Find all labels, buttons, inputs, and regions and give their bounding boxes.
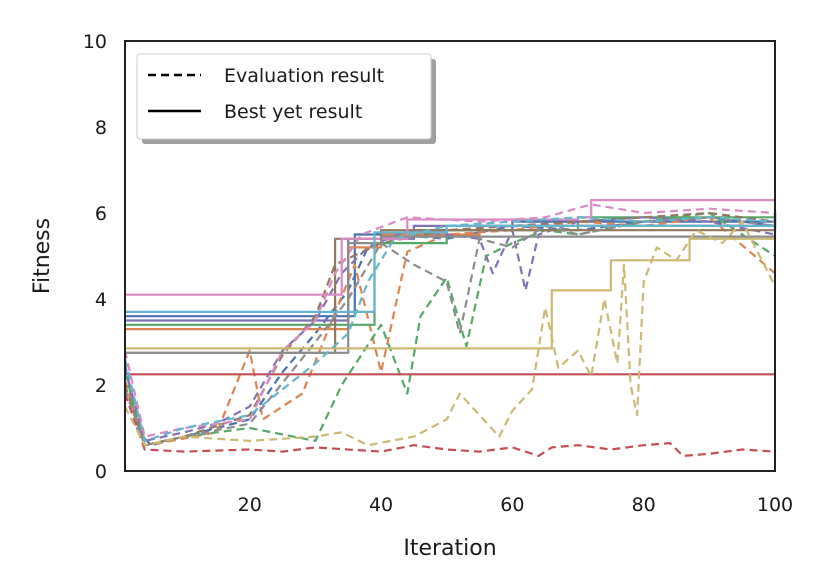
legend-evaluation-label: Evaluation result (224, 65, 384, 87)
x-axis-label: Iteration (403, 536, 496, 561)
y-axis-label: Fitness (30, 218, 55, 294)
y-tick-label: 10 (83, 31, 107, 53)
x-tick-label: 40 (369, 494, 393, 516)
x-tick-label: 100 (757, 494, 793, 516)
eval-line-run-purple (123, 216, 776, 442)
eval-line-run-brown (123, 211, 776, 447)
plot-frame (124, 40, 776, 472)
legend-best-label: Best yet result (224, 101, 362, 123)
y-tick-label: 0 (95, 461, 107, 483)
legend-box (136, 53, 432, 140)
best-line-run-pink (125, 199, 775, 296)
y-tick-label: 4 (95, 289, 107, 311)
series-run-red (123, 373, 776, 457)
x-tick-label: 60 (500, 494, 524, 516)
series-run-cyan (123, 216, 777, 442)
eval-line-run-cyan (123, 216, 776, 442)
x-tick-label: 20 (238, 494, 262, 516)
best-line-run-blue (125, 213, 777, 318)
series-run-green (123, 208, 777, 447)
series-layer (123, 199, 777, 457)
eval-line-run-red (123, 393, 776, 457)
y-tick-label: 2 (95, 375, 107, 397)
eval-line-run-olive (124, 220, 776, 447)
series-run-gray (123, 216, 777, 447)
series-run-pink (123, 199, 776, 438)
y-axis-ticks: 0 2 4 6 8 10 (83, 31, 107, 483)
series-run-olive (124, 220, 776, 447)
x-axis-ticks: 20 40 60 80 100 (238, 494, 793, 516)
legend: Evaluation result Best yet result (136, 53, 436, 144)
eval-line-run-pink (123, 203, 776, 438)
best-line-run-cyan (125, 217, 777, 313)
y-tick-label: 8 (95, 117, 107, 139)
series-run-orange (123, 216, 777, 447)
eval-line-run-orange (123, 216, 776, 447)
eval-line-run-blue (123, 216, 776, 447)
y-tick-label: 6 (95, 203, 107, 225)
x-tick-label: 80 (632, 494, 656, 516)
eval-line-run-green (123, 211, 776, 447)
series-run-purple (123, 213, 777, 442)
best-line-run-olive (125, 237, 775, 350)
eval-line-run-gray (123, 216, 776, 447)
